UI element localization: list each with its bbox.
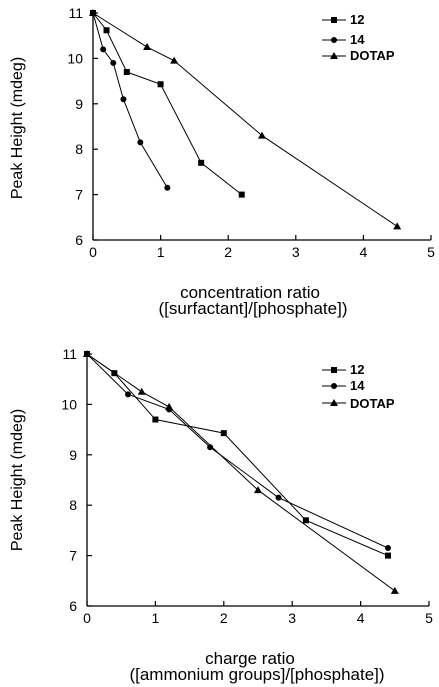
x-tick-label: 5 bbox=[425, 610, 433, 626]
series-line-12 bbox=[86, 353, 389, 557]
data-point-12 bbox=[238, 191, 245, 198]
data-point-14 bbox=[164, 184, 171, 191]
data-point-12 bbox=[302, 517, 309, 524]
y-tick-label: 9 bbox=[75, 96, 83, 112]
data-point-12 bbox=[157, 81, 164, 88]
y-tick-label: 6 bbox=[69, 598, 77, 614]
legend-label-14: 14 bbox=[350, 378, 365, 393]
x-tick-label: 2 bbox=[224, 244, 232, 260]
data-point-14 bbox=[275, 494, 282, 501]
data-point-dotap bbox=[254, 486, 262, 494]
legend-label-12: 12 bbox=[350, 362, 364, 377]
legend-label-14: 14 bbox=[350, 32, 365, 47]
data-point-14 bbox=[100, 46, 107, 53]
y-tick-label: 9 bbox=[69, 447, 77, 463]
data-point-14 bbox=[384, 545, 391, 552]
legend-marker-14 bbox=[331, 37, 337, 43]
y-tick-label: 7 bbox=[69, 548, 77, 564]
data-point-dotap bbox=[89, 9, 97, 16]
legend-label-dotap: DOTAP bbox=[350, 396, 395, 411]
legend-marker-14 bbox=[331, 383, 337, 389]
data-point-dotap bbox=[83, 350, 91, 357]
data-point-12 bbox=[220, 430, 227, 437]
y-tick-label: 11 bbox=[68, 5, 83, 21]
x-tick-label: 2 bbox=[220, 610, 228, 626]
x-tick-label: 1 bbox=[152, 610, 160, 626]
legend-marker-12 bbox=[331, 367, 337, 373]
x-tick-label: 1 bbox=[157, 244, 165, 260]
y-tick-label: 10 bbox=[61, 396, 77, 412]
y-tick-label: 11 bbox=[62, 346, 77, 362]
data-point-12 bbox=[123, 69, 130, 76]
legend-marker-12 bbox=[331, 17, 337, 23]
data-point-dotap bbox=[390, 586, 399, 594]
x-tick-label: 3 bbox=[288, 610, 296, 626]
legend-label-12: 12 bbox=[350, 12, 364, 27]
x-axis-label-line1: charge ratio bbox=[205, 649, 295, 668]
x-tick-label: 4 bbox=[360, 244, 368, 260]
data-point-dotap bbox=[170, 56, 179, 64]
data-point-dotap bbox=[258, 131, 266, 139]
y-tick-label: 6 bbox=[75, 232, 83, 248]
data-point-dotap bbox=[393, 222, 402, 230]
data-point-12 bbox=[103, 27, 110, 34]
x-axis-label-line2: ([surfactant]/[phosphate]) bbox=[159, 299, 348, 318]
x-tick-label: 3 bbox=[292, 244, 300, 260]
data-point-14 bbox=[137, 139, 144, 146]
y-axis-label: Peak Height (mdeg) bbox=[9, 409, 26, 551]
y-tick-label: 8 bbox=[75, 141, 83, 157]
data-point-dotap bbox=[165, 402, 174, 410]
data-point-14 bbox=[120, 96, 127, 103]
y-tick-label: 10 bbox=[67, 50, 83, 66]
data-point-12 bbox=[384, 552, 391, 559]
series-line-12 bbox=[92, 12, 243, 195]
y-axis-label: Peak Height (mdeg) bbox=[9, 57, 26, 199]
x-tick-label: 4 bbox=[357, 610, 365, 626]
x-axis-label-line1: concentration ratio bbox=[180, 283, 320, 302]
data-point-14 bbox=[207, 444, 214, 451]
data-point-12 bbox=[152, 416, 159, 423]
data-point-14 bbox=[110, 59, 117, 66]
x-axis-label-line2: ([ammonium groups]/[phosphate]) bbox=[129, 665, 384, 684]
series-line-dotap bbox=[86, 353, 396, 592]
x-tick-label: 5 bbox=[427, 244, 435, 260]
data-point-12 bbox=[198, 159, 205, 166]
legend-marker-dotap bbox=[330, 399, 338, 406]
data-point-dotap bbox=[137, 387, 146, 395]
legend-label-dotap: DOTAP bbox=[350, 48, 395, 63]
x-tick-label: 0 bbox=[83, 610, 91, 626]
series-line-14 bbox=[86, 353, 389, 549]
data-point-14 bbox=[125, 391, 132, 398]
y-tick-label: 7 bbox=[75, 187, 83, 203]
series-line-14 bbox=[92, 12, 168, 189]
x-tick-label: 0 bbox=[89, 244, 97, 260]
data-point-dotap bbox=[143, 43, 152, 51]
legend-marker-dotap bbox=[330, 52, 338, 59]
y-tick-label: 8 bbox=[69, 497, 77, 513]
